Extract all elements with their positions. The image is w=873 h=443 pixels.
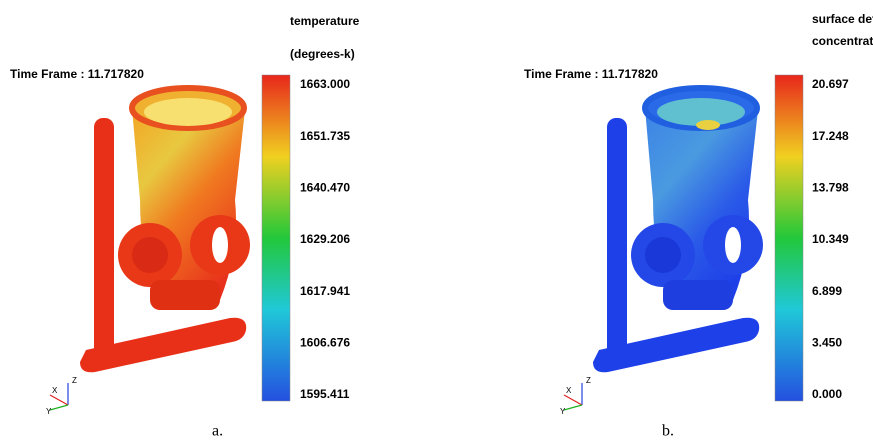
colorbar-tick-label: 1595.411	[300, 387, 350, 401]
axis-y	[563, 404, 583, 411]
axis-label: X	[52, 386, 58, 395]
casting-model	[593, 85, 763, 373]
axis-x	[49, 394, 69, 406]
colorbar-tick-label: 13.798	[812, 181, 849, 195]
casting-model	[80, 85, 250, 373]
colorbar-tick-label: 1617.941	[300, 284, 350, 298]
legend-title: (degrees-k)	[290, 47, 355, 61]
colorbar-tick-label: 10.349	[812, 232, 849, 246]
axis-label: Y	[46, 407, 52, 416]
time-frame: Time Frame : 11.717820	[524, 67, 658, 81]
caption: b.	[662, 423, 674, 440]
axis-label: Z	[586, 376, 591, 385]
colorbar-tick-label: 1629.206	[300, 232, 350, 246]
colorbar-tick-label: 3.450	[812, 336, 842, 350]
axis-label: X	[566, 386, 572, 395]
colorbar-tick-label: 1640.470	[300, 181, 350, 195]
colorbar-tick-label: 1606.676	[300, 336, 350, 350]
legend-title: concentration	[812, 34, 873, 48]
colorbar	[774, 74, 804, 402]
axis-y	[49, 404, 69, 411]
colorbar-tick-label: 17.248	[812, 129, 849, 143]
time-frame: Time Frame : 11.717820	[10, 67, 144, 81]
axis-label: Y	[560, 407, 566, 416]
axis-label: Z	[72, 376, 77, 385]
colorbar-tick-label: 6.899	[812, 284, 842, 298]
colorbar-tick-label: 0.000	[812, 387, 842, 401]
colorbar-tick-label: 1651.735	[300, 129, 350, 143]
legend-title: temperature	[290, 14, 360, 28]
axis-x	[563, 394, 583, 406]
colorbar	[261, 74, 291, 402]
legend-title: surface defect	[812, 12, 873, 26]
colorbar-tick-label: 20.697	[812, 77, 849, 91]
colorbar-tick-label: 1663.000	[300, 77, 350, 91]
caption: a.	[212, 423, 223, 440]
